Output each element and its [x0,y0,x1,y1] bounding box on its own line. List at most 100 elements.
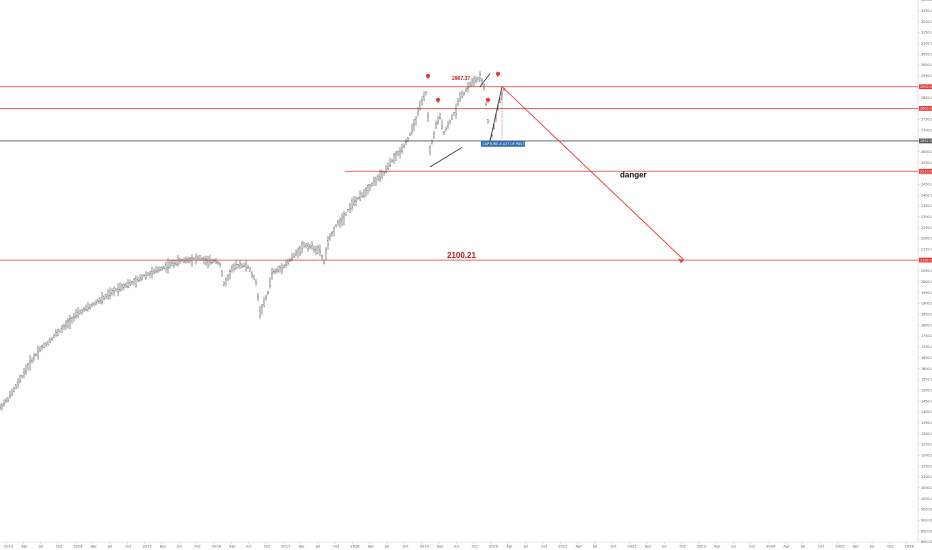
x-tick-label: Oct [541,545,548,549]
wedge-line [429,147,463,168]
x-tick-label: 2022 [628,545,637,549]
y-tick-label: 1600.00 [921,367,932,371]
projection-arrow [501,86,685,261]
note-box-text: CAPTURE A LOT OF PAST VOLUME [483,142,540,146]
y-tick-label: 2750.00 [921,117,932,121]
y-tick-label: 1450.00 [921,399,932,403]
y-tick-label: 2200.00 [921,237,932,241]
x-tick-label: Oct [264,545,271,549]
x-tick-label: Apr [853,545,860,549]
level-price-tag [919,106,932,111]
y-tick-label: 1100.00 [921,475,932,479]
y-tick-label: 1400.00 [921,410,932,414]
x-tick-label: Jul [800,545,805,549]
y-tick-label: 2950.00 [921,74,932,78]
x-tick-label: Apr [298,545,305,549]
y-tick-label: 2550.00 [921,161,932,165]
x-tick-label: 2015 [143,545,152,549]
level-price-tag-text: 2652.50 [920,139,932,143]
x-tick-label: Jul [661,545,666,549]
x-tick-label: Jul [315,545,320,549]
y-tick-label: 1700.00 [921,345,932,349]
y-tick-label: 1000.00 [921,497,932,501]
y-tick-label: 3150.00 [921,31,932,35]
y-tick-label: 2050.00 [921,269,932,273]
level-price-tag [919,138,932,144]
y-tick-label: 1650.00 [921,356,932,360]
x-tick-label: Jul [453,545,458,549]
y-tick-label: 2400.00 [921,193,932,197]
x-tick-label: Oct [195,545,202,549]
y-tick-label: 1350.00 [921,421,932,425]
peak-price-label: 2967.37 [452,76,470,82]
x-tick-label: 2014 [73,545,83,549]
wedge-line [489,86,503,141]
x-tick-label: Jul [245,545,250,549]
x-tick-label: 2017 [281,545,290,549]
x-tick-label: 2021 [558,545,567,549]
y-tick-label: 1900.00 [921,302,932,306]
x-tick-label: 2018 [350,545,360,549]
x-tick-label: Jul [38,545,43,549]
x-tick-label: Apr [91,545,98,549]
x-tick-label: Apr [437,545,444,549]
y-tick-label: 1750.00 [921,334,932,338]
x-tick-label: Apr [576,545,583,549]
level-price-tag-text: 2800.00 [920,107,932,111]
x-tick-label: Apr [368,545,375,549]
y-tick-label: 3300.00 [921,0,932,2]
y-tick-label: 1150.00 [921,464,932,468]
y-tick-label: 3100.00 [921,42,932,46]
danger-label: danger [620,170,647,179]
y-tick-label: 1250.00 [921,443,932,447]
x-tick-label: Oct [818,545,825,549]
level-price-tag-text: 2100.21 [920,258,932,262]
y-tick-label: 800.00 [921,540,932,544]
x-tick-label: 2016 [212,545,222,549]
x-tick-label: Oct [472,545,479,549]
x-tick-label: Apr [229,545,236,549]
arrow-head [678,258,684,264]
y-tick-label: 2450.00 [921,182,932,186]
peak-marker-tip [436,100,440,104]
x-tick-label: Jul [730,545,735,549]
y-tick-label: 2700.00 [921,128,932,132]
y-tick-label: 2350.00 [921,204,932,208]
x-tick-label: Oct [610,545,617,549]
level-price-label: 2100.21 [447,251,476,260]
x-tick-label: Jul [176,545,181,549]
x-tick-label: Jul [523,545,528,549]
x-tick-label: Oct [749,545,756,549]
x-tick-label: 2026 [905,545,915,549]
y-tick-label: 3200.00 [921,20,932,24]
y-tick-label: 2850.00 [921,96,932,100]
y-tick-label: 1800.00 [921,323,932,327]
y-tick-label: 2250.00 [921,226,932,230]
x-tick-label: Apr [21,545,28,549]
y-tick-label: 2600.00 [921,150,932,154]
x-tick-label: Oct [56,545,63,549]
peak-marker-tip [496,74,500,78]
y-tick-label: 1950.00 [921,291,932,295]
peak-marker-tip [426,76,430,80]
x-tick-label: Oct [402,545,409,549]
x-tick-label: Oct [333,545,340,549]
y-tick-label: 950.00 [921,508,932,512]
y-tick-label: 1850.00 [921,313,932,317]
level-price-tag [919,84,932,90]
y-tick-label: 3250.00 [921,9,932,13]
x-tick-label: 2023 [697,545,706,549]
x-tick-label: 2013 [4,545,13,549]
y-tick-label: 3000.00 [921,63,932,67]
y-tick-label: 900.00 [921,519,932,523]
y-tick-label: 3050.00 [921,52,932,56]
y-tick-label: 2300.00 [921,215,932,219]
x-tick-label: 2020 [489,545,499,549]
x-tick-label: Apr [645,545,652,549]
x-tick-label: 2025 [835,545,844,549]
x-tick-label: Oct [125,545,132,549]
y-tick-label: 1200.00 [921,453,932,457]
note-box [481,140,525,147]
